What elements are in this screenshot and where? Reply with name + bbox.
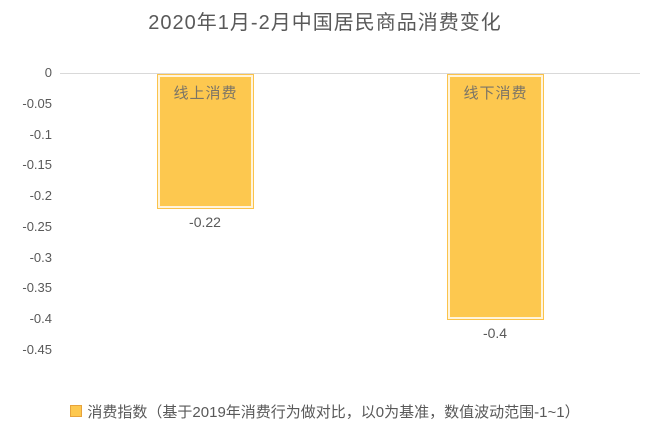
y-axis-tick-label: -0.25 — [22, 219, 52, 234]
y-axis-tick-label: -0.4 — [29, 311, 52, 326]
legend-label: 消费指数（基于2019年消费行为做对比，以0为基准，数值波动范围-1~1） — [87, 403, 580, 421]
y-axis-tick-label: -0.1 — [29, 127, 52, 142]
y-axis-tick-label: -0.3 — [29, 250, 52, 265]
bar-value-label: -0.4 — [482, 325, 508, 341]
zero-baseline — [60, 73, 640, 74]
bar-1: 线上消费 — [157, 74, 254, 209]
bar-category-label: 线下消费 — [463, 85, 528, 102]
legend-color-swatch — [70, 405, 83, 417]
y-axis-tick-label: -0.15 — [22, 157, 52, 172]
y-axis-tick-label: 0 — [44, 65, 52, 80]
y-axis-tick-label: -0.05 — [22, 96, 52, 111]
y-axis-tick-label: -0.2 — [29, 188, 52, 203]
y-axis-tick-label: -0.35 — [22, 280, 52, 295]
y-axis-tick-label: -0.45 — [22, 342, 52, 357]
bar-2: 线下消费 — [447, 74, 544, 320]
legend: 消费指数（基于2019年消费行为做对比，以0为基准，数值波动范围-1~1） — [0, 401, 650, 421]
chart-title: 2020年1月-2月中国居民商品消费变化 — [148, 12, 502, 34]
bar-value-label: -0.22 — [189, 214, 221, 230]
bar-category-label: 线上消费 — [173, 85, 238, 102]
